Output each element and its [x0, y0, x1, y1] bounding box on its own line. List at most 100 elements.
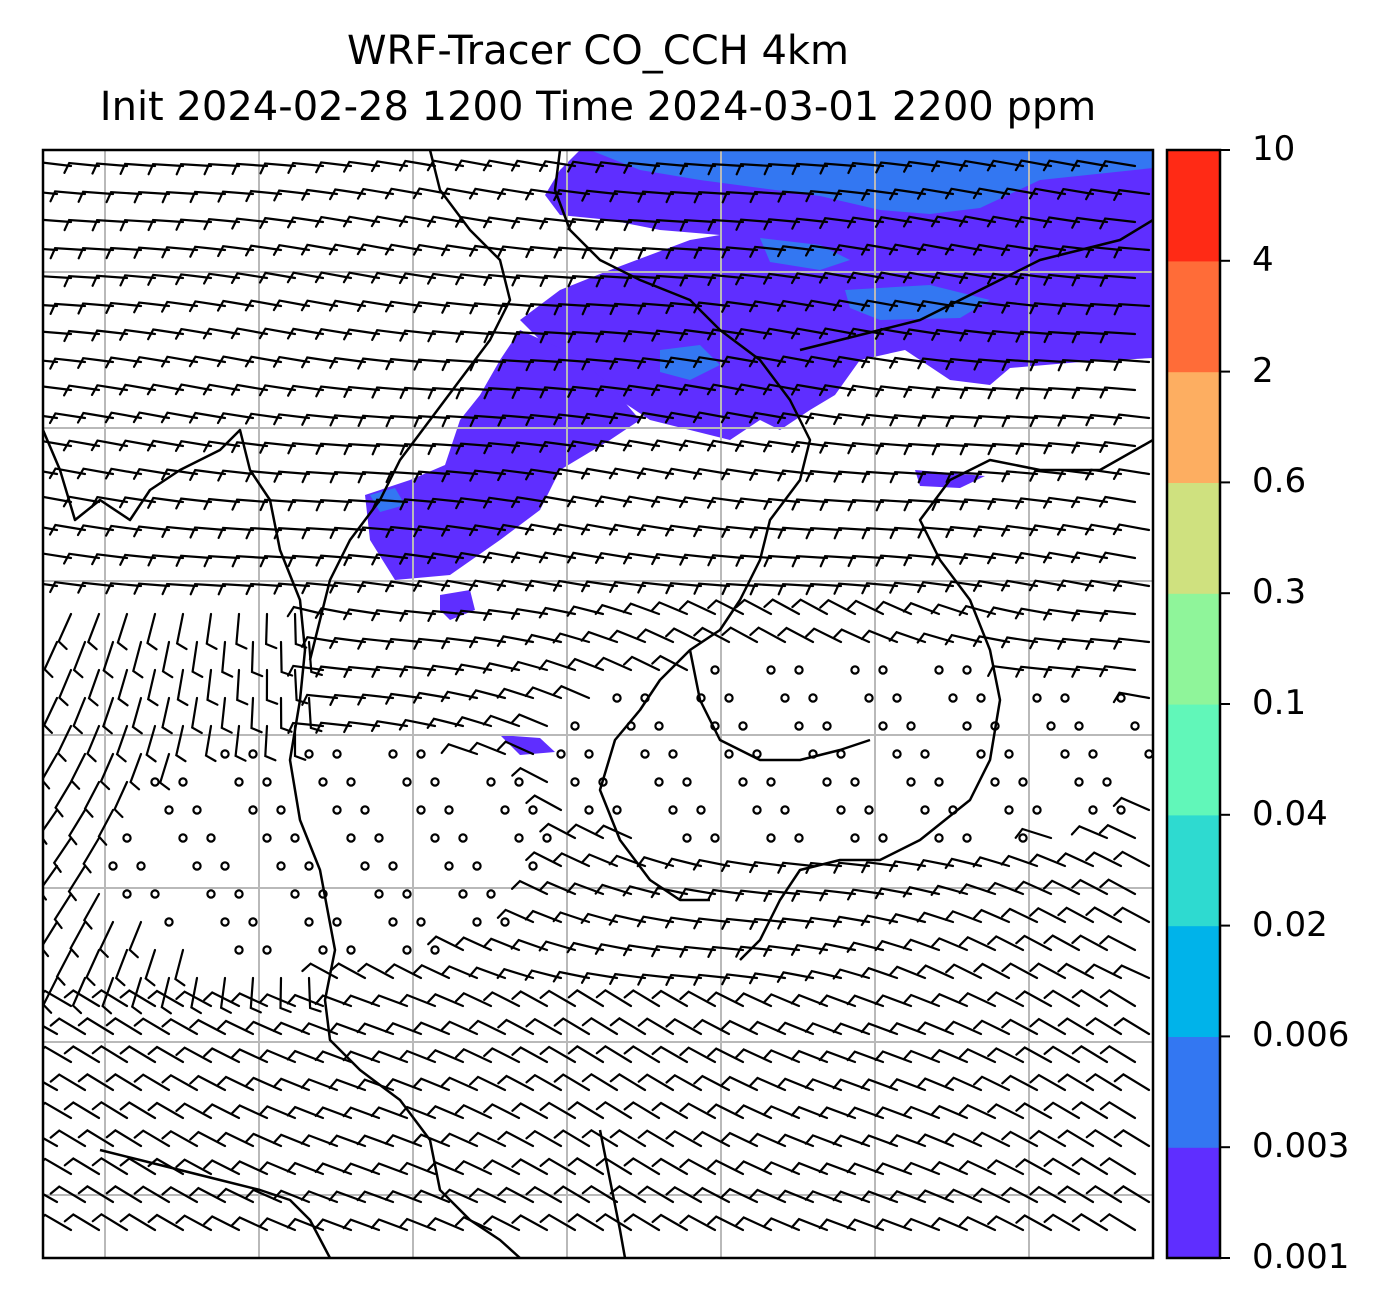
wind-barb: [1015, 934, 1053, 952]
wind-barb: [133, 191, 171, 204]
wind-barb: [594, 883, 633, 896]
calm-wind-circle: [1060, 749, 1070, 759]
wind-barb: [931, 498, 969, 511]
wind-barb: [43, 1157, 73, 1176]
wind-barb: [43, 218, 73, 224]
wind-barb: [539, 1045, 577, 1064]
wind-barb: [525, 358, 563, 372]
wind-barb: [259, 216, 297, 229]
wind-barb: [861, 188, 899, 201]
wind-barb: [329, 636, 367, 649]
calm-wind-circle: [234, 777, 244, 787]
wind-barb: [986, 215, 1025, 228]
wind-barb: [721, 1187, 759, 1204]
wind-barb: [174, 383, 213, 396]
wind-barb: [888, 913, 927, 925]
wind-barb: [875, 161, 913, 174]
wind-barb: [158, 752, 171, 791]
wind-barb: [385, 692, 423, 705]
wind-barb: [91, 988, 129, 1008]
wind-barb: [483, 216, 521, 229]
wind-barb: [62, 552, 101, 565]
wind-barb: [707, 599, 745, 616]
wind-barb: [272, 243, 311, 256]
wind-barb: [230, 327, 269, 340]
wind-barb: [1029, 637, 1067, 650]
wind-barb: [749, 917, 787, 930]
wind-barb: [315, 161, 353, 174]
wind-barb: [818, 327, 857, 340]
wind-barb: [160, 355, 199, 368]
wind-barb: [678, 887, 717, 900]
wind-barb: [413, 525, 451, 538]
wind-barb: [48, 467, 87, 480]
wind-barb: [63, 329, 101, 343]
wind-barb: [931, 160, 969, 173]
wind-barb: [665, 973, 703, 986]
wind-barb: [790, 943, 829, 956]
calm-wind-circle: [206, 833, 216, 843]
wind-barb: [706, 439, 745, 452]
wind-barb: [216, 412, 255, 425]
wind-barb: [273, 413, 311, 426]
wind-barb: [777, 469, 815, 482]
wind-barb: [144, 948, 157, 987]
calm-wind-circle: [934, 777, 944, 787]
wind-barb: [580, 630, 619, 644]
wind-barb: [384, 1189, 423, 1204]
wind-barb: [539, 274, 577, 287]
wind-barb: [818, 994, 857, 1008]
wind-barb: [790, 327, 829, 340]
wind-barb: [1113, 1017, 1151, 1036]
wind-barb: [1070, 824, 1109, 840]
wind-barb: [1098, 159, 1137, 172]
wind-barb: [469, 636, 507, 649]
wind-barb: [539, 989, 577, 1008]
wind-barb: [63, 1157, 101, 1176]
wind-barb: [539, 331, 577, 344]
wind-barb: [524, 633, 563, 646]
wind-barb: [49, 1017, 87, 1036]
calm-wind-circle: [136, 861, 146, 871]
colorbar-segment: [1167, 150, 1220, 262]
wind-barb: [1099, 1100, 1137, 1120]
wind-barb: [191, 640, 204, 678]
wind-barb: [77, 357, 115, 369]
wind-barb: [91, 329, 129, 342]
wind-barb: [594, 551, 633, 564]
wind-barb: [776, 1189, 815, 1204]
wind-barb: [916, 858, 955, 871]
wind-barb: [608, 523, 647, 536]
wind-barb: [161, 582, 199, 596]
wind-barb: [762, 1105, 801, 1120]
wind-barb: [917, 357, 955, 370]
wind-barb: [693, 1074, 731, 1092]
wind-barb: [43, 247, 59, 252]
wind-barb: [847, 161, 885, 175]
wind-barb: [469, 469, 507, 482]
wind-barb: [49, 1129, 87, 1148]
wind-barb: [1057, 1017, 1095, 1036]
wind-barb: [90, 439, 129, 452]
wind-barb: [986, 159, 1025, 172]
calm-wind-circle: [346, 833, 356, 843]
wind-barb: [370, 160, 409, 173]
calm-wind-circle: [962, 665, 972, 675]
wind-barb: [130, 976, 143, 1015]
wind-barb: [87, 668, 101, 707]
wind-barb: [440, 1020, 479, 1036]
wind-barb: [917, 471, 955, 484]
wind-barb: [931, 553, 969, 566]
wind-barb: [230, 1160, 269, 1176]
colorbar-tick-label: 0.3: [1252, 572, 1307, 613]
wind-barb: [426, 159, 465, 172]
wind-barb: [860, 1078, 899, 1092]
wind-barb: [636, 628, 675, 644]
wind-barb: [483, 1047, 521, 1064]
wind-barb: [440, 1076, 479, 1092]
wind-barb: [77, 1017, 115, 1036]
wind-barb: [329, 581, 367, 594]
wind-barb: [91, 1212, 129, 1232]
wind-barb: [440, 965, 479, 980]
wind-barb: [553, 303, 591, 316]
